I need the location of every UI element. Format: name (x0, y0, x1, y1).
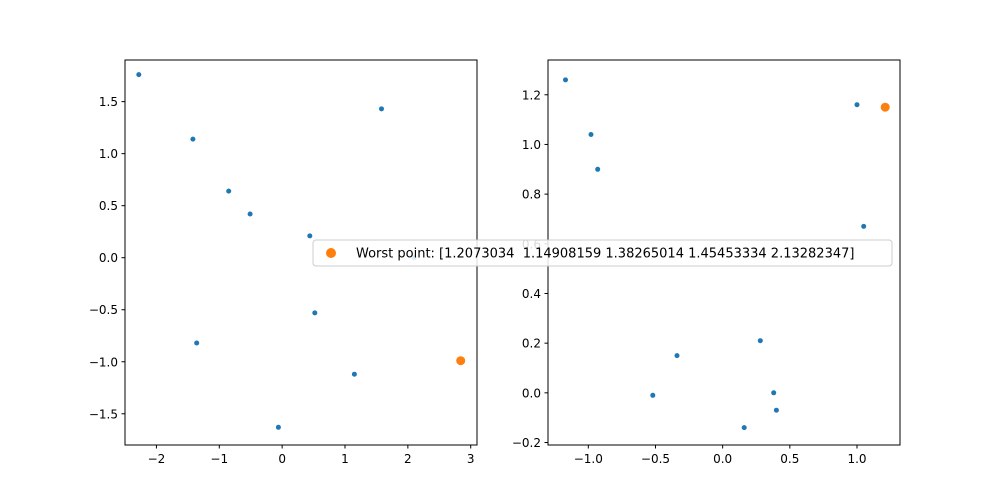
left-x-tick-label: 3 (467, 452, 475, 466)
legend-marker (326, 248, 336, 258)
legend-label: Worst point: [1.2073034 1.14908159 1.382… (356, 247, 854, 262)
left-plot-y-axis: −1.5 −1.0 −0.5 0.0 0.5 1.0 1.5 (89, 95, 125, 421)
left-data-point-3 (247, 211, 253, 217)
left-data-point-8 (312, 310, 318, 316)
right-y-tick-label: 0.0 (522, 386, 541, 400)
right-plot-x-axis: −1.0 −0.5 0.0 0.5 1.0 (574, 445, 867, 466)
right-data-point-0 (563, 77, 568, 83)
right-y-tick-label: 0.4 (522, 287, 541, 301)
right-x-tick-label: 1.0 (847, 452, 866, 466)
left-y-tick-label: 0.5 (99, 199, 118, 213)
left-plot-x-axis: −2 −1 0 1 2 3 (148, 445, 475, 466)
left-y-tick-label: −0.5 (89, 303, 118, 317)
right-data-point-4 (861, 223, 867, 229)
right-data-point-5 (674, 353, 680, 359)
left-y-tick-label: 1.0 (99, 147, 118, 161)
right-x-tick-label: −1.0 (574, 452, 603, 466)
right-y-tick-label: −0.2 (512, 436, 541, 450)
left-y-tick-label: 0.0 (99, 251, 118, 265)
right-x-tick-label: −0.5 (641, 452, 670, 466)
left-data-point-0 (136, 72, 142, 78)
right-data-point-1 (588, 132, 594, 137)
left-x-tick-label: −1 (210, 452, 228, 466)
left-data-point-1 (190, 136, 196, 142)
right-y-tick-label: 0.2 (522, 337, 541, 351)
right-x-tick-label: 0.5 (780, 452, 799, 466)
left-y-tick-label: −1.5 (89, 407, 118, 421)
left-y-tick-label: 1.5 (99, 95, 118, 109)
left-data-point-4 (307, 233, 313, 239)
left-data-point-5 (379, 106, 384, 112)
left-scatter-plot: −2 −1 0 1 2 3 −1.5 −1.0 −0.5 0.0 0.5 1.0 1.5 (89, 59, 478, 466)
right-plot-points (563, 77, 890, 431)
right-data-point-3 (854, 102, 860, 108)
right-y-tick-label: 0.8 (522, 188, 541, 202)
right-x-tick-label: 0.0 (713, 452, 732, 466)
right-data-point-7 (757, 338, 763, 344)
right-data-point-2 (595, 166, 601, 172)
right-y-tick-label: 1.2 (522, 88, 541, 102)
right-worst-point (880, 102, 890, 112)
left-x-tick-label: −2 (148, 452, 166, 466)
left-x-tick-label: 2 (404, 452, 412, 466)
legend-box (312, 239, 893, 267)
left-worst-point (456, 356, 466, 366)
right-data-point-8 (771, 390, 777, 396)
left-data-point-7 (194, 340, 200, 346)
left-data-point-10 (275, 424, 281, 430)
left-x-tick-label: 0 (278, 452, 286, 466)
left-data-point-2 (226, 188, 232, 194)
right-data-point-9 (773, 407, 779, 413)
legend: Worst point: [1.2073034 1.14908159 1.382… (312, 239, 893, 267)
left-y-tick-label: −1.0 (89, 355, 118, 369)
right-y-tick-label: 1.0 (522, 138, 541, 152)
right-data-point-10 (741, 425, 747, 431)
right-data-point-6 (650, 392, 656, 398)
left-data-point-9 (351, 371, 357, 377)
left-x-tick-label: 1 (341, 452, 349, 466)
